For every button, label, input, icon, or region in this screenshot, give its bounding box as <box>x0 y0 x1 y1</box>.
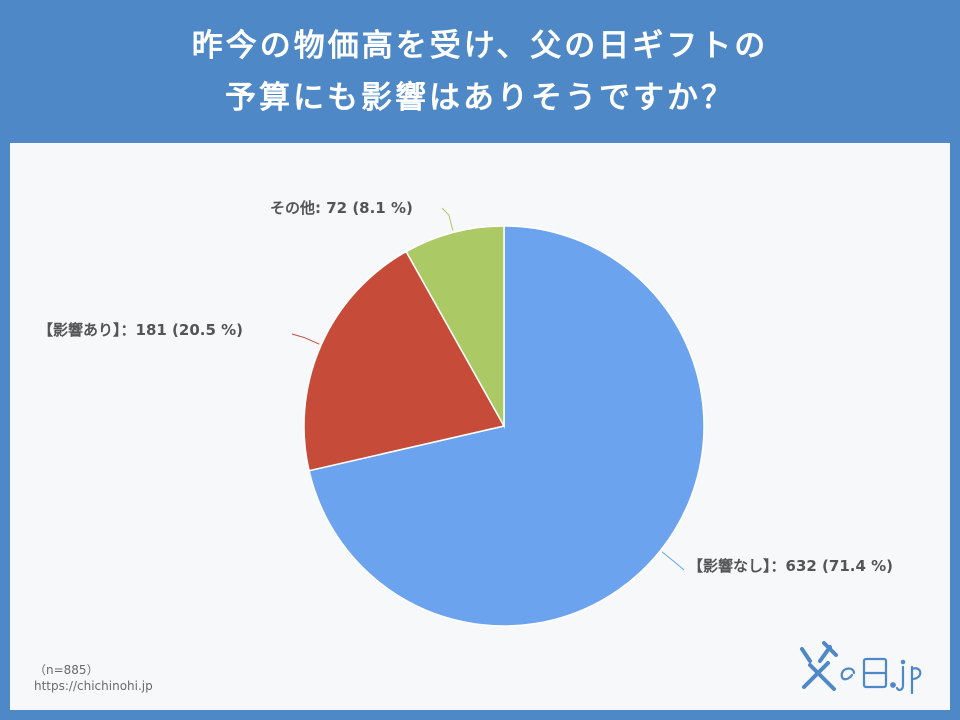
chichinohi-logo <box>800 641 922 695</box>
sample-size-note: （n=885） <box>34 663 99 677</box>
pie-slice-1 <box>303 250 506 472</box>
slice-label-2: その他: 72 (8.1 %) <box>270 199 413 217</box>
slice-label-1: 【影響あり】：181 (20.5 %) <box>38 321 243 339</box>
title-line-1: 昨今の物価高を受け、父の日ギフトの <box>191 27 769 64</box>
chart-title: 昨今の物価高を受け、父の日ギフトの 予算にも影響はありそうですか？ <box>0 0 960 143</box>
pie-slice-0 <box>308 225 705 627</box>
source-url: https://chichinohi.jp <box>34 679 153 693</box>
leader-line-2 <box>441 207 454 231</box>
title-line-2: 予算にも影響はありそうですか？ <box>225 79 735 116</box>
pie-slice-2 <box>405 225 505 429</box>
chart-panel: 【影響なし】：632 (71.4 %) 【影響あり】：181 (20.5 %) その… <box>10 143 950 710</box>
pie-chart: 【影響なし】：632 (71.4 %) 【影響あり】：181 (20.5 %) その… <box>38 199 893 627</box>
leader-line-0 <box>661 551 685 571</box>
leader-line-1 <box>291 333 320 345</box>
slice-label-0: 【影響なし】：632 (71.4 %) <box>688 557 893 575</box>
